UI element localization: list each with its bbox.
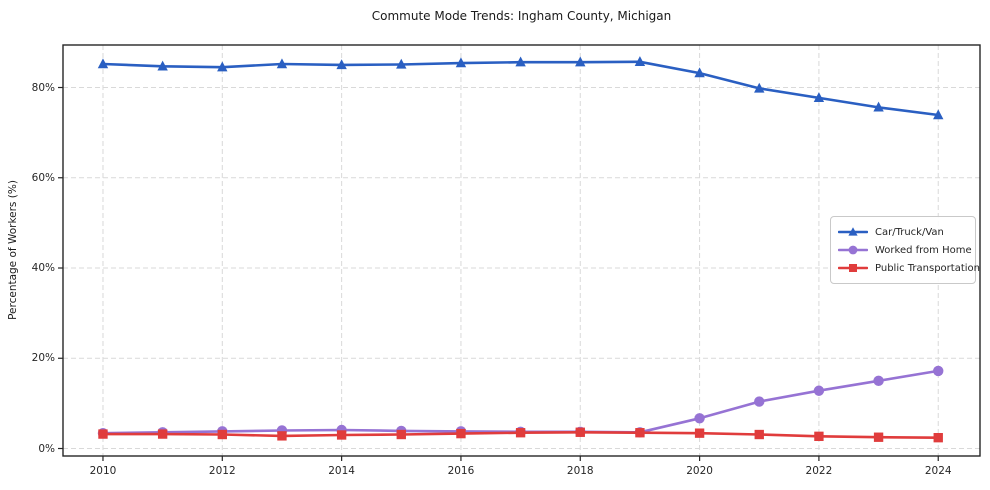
x-tick-label: 2012 — [208, 465, 236, 477]
legend-item-worked-from-home: Worked from Home — [838, 241, 972, 259]
data-point-marker — [455, 57, 467, 68]
x-tick-label: 2018 — [566, 465, 594, 477]
data-point-marker — [157, 429, 168, 439]
data-point-marker — [515, 428, 526, 438]
legend-label: Car/Truck/Van — [875, 226, 944, 238]
y-tick-label: 60% — [31, 171, 55, 184]
data-point-marker — [873, 432, 884, 442]
data-point-marker — [277, 431, 287, 441]
series-line-worked-from-home — [101, 369, 940, 435]
data-point-marker — [97, 58, 109, 69]
x-tick-label: 2020 — [686, 465, 713, 477]
data-point-marker — [694, 428, 705, 438]
legend-swatch-car-truck-van-icon — [838, 227, 868, 236]
x-tick-label: 2014 — [328, 465, 355, 477]
data-point-marker — [694, 67, 705, 78]
legend: Car/Truck/Van Worked from Home Public Tr… — [830, 216, 980, 284]
x-tick-label: 2016 — [447, 465, 475, 477]
data-point-marker — [217, 429, 227, 440]
data-point-marker — [217, 61, 228, 72]
data-point-marker — [634, 56, 646, 66]
data-point-marker — [933, 432, 943, 443]
legend-label: Public Transportation — [875, 262, 980, 274]
y-tick-label: 0% — [38, 442, 55, 455]
data-point-marker — [933, 365, 944, 377]
x-tick-label: 2010 — [89, 465, 117, 477]
legend-swatch-shape — [849, 264, 857, 272]
legend-swatch-public-transportation-icon — [838, 264, 868, 272]
legend-swatch-shape — [848, 227, 858, 236]
data-point-marker — [456, 428, 466, 439]
x-tick-label: 2022 — [805, 465, 833, 477]
legend-swatch-shape — [848, 245, 858, 255]
data-point-marker — [873, 101, 884, 112]
y-tick-label: 40% — [31, 262, 55, 274]
data-point-marker — [754, 396, 765, 407]
data-point-marker — [336, 59, 347, 70]
data-point-marker — [157, 60, 168, 71]
x-tick-label: 2024 — [924, 465, 952, 477]
legend-label: Worked from Home — [875, 244, 972, 256]
series-line-car-truck-van — [101, 60, 940, 117]
data-point-marker — [396, 429, 406, 440]
data-point-marker — [396, 58, 407, 69]
data-point-marker — [813, 92, 825, 103]
data-point-marker — [276, 58, 288, 69]
axes-border — [62, 44, 981, 457]
data-point-marker — [575, 427, 585, 437]
data-point-marker — [635, 428, 645, 438]
data-point-marker — [873, 375, 884, 387]
data-point-marker — [754, 82, 765, 93]
data-point-marker — [575, 56, 586, 67]
legend-item-car-truck-van: Car/Truck/Van — [838, 223, 967, 241]
chart-title: Commute Mode Trends: Ingham County, Mich… — [371, 9, 672, 23]
legend-item-public-transportation: Public Transportation — [838, 259, 980, 277]
data-point-marker — [694, 413, 705, 424]
data-point-marker — [814, 431, 824, 442]
data-point-marker — [98, 429, 108, 439]
data-point-marker — [336, 430, 347, 440]
y-tick-label: 20% — [31, 352, 55, 365]
y-tick-label: 80% — [31, 81, 55, 94]
data-point-marker — [754, 429, 764, 440]
data-point-marker — [933, 109, 944, 120]
data-point-marker — [813, 385, 825, 396]
legend-swatch-worked-from-home-icon — [838, 245, 868, 255]
data-point-marker — [515, 56, 526, 67]
